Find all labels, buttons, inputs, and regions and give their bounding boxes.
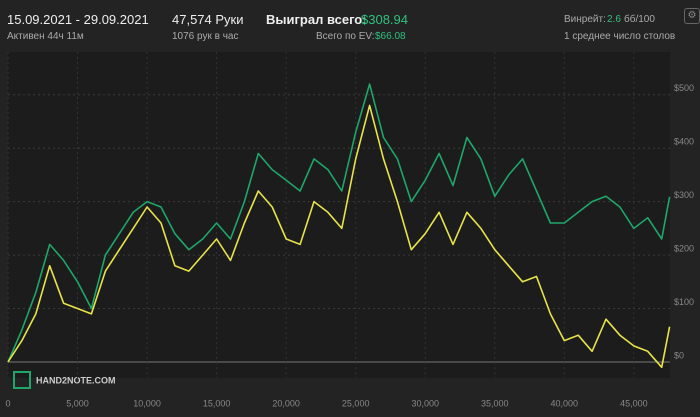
x-tick-label: 0 <box>5 398 10 408</box>
x-tick-label: 5,000 <box>66 398 89 408</box>
x-tick-label: 25,000 <box>342 398 370 408</box>
x-tick-label: 40,000 <box>551 398 579 408</box>
ev-label: Всего по EV: <box>316 31 375 42</box>
won-label: Выиграл всего: <box>266 12 367 27</box>
x-tick-label: 15,000 <box>203 398 231 408</box>
y-tick-label: $0 <box>674 350 684 360</box>
plot-area <box>8 52 670 378</box>
logo-icon <box>13 371 31 389</box>
ev-value: $66.08 <box>375 31 406 42</box>
active: Активен 44ч 11м <box>7 31 84 42</box>
x-tick-label: 20,000 <box>272 398 300 408</box>
y-tick-label: $300 <box>674 190 694 200</box>
x-tick-label: 30,000 <box>411 398 439 408</box>
y-tick-label: $500 <box>674 83 694 93</box>
logo: HAND2NOTE.COM <box>13 371 116 389</box>
series-line <box>7 83 671 363</box>
winrate-unit: бб/100 <box>624 14 655 25</box>
y-tick-label: $400 <box>674 137 694 147</box>
y-tick-label: $200 <box>674 243 694 253</box>
series-line <box>7 104 671 369</box>
x-tick-label: 35,000 <box>481 398 509 408</box>
logo-text: HAND2NOTE.COM <box>36 375 116 385</box>
winrate-value: 2.6 <box>607 14 621 25</box>
dates: 15.09.2021 - 29.09.2021 <box>7 12 149 27</box>
hands-per-hour: 1076 рук в час <box>172 31 239 42</box>
hands: 47,574 Руки <box>172 12 244 27</box>
chart: HAND2NOTE.COM $0 $100 $200 $300 $400 $500 0 5,0… <box>5 52 694 408</box>
won-value: $308.94 <box>361 12 408 27</box>
y-tick-label: $100 <box>674 297 694 307</box>
x-tick-label: 10,000 <box>133 398 161 408</box>
header: 15.09.2021 - 29.09.2021 47,574 Руки Выиг… <box>0 0 700 46</box>
winrate-label: Винрейт: <box>564 14 606 25</box>
x-tick-label: 45,000 <box>620 398 648 408</box>
settings-icon[interactable]: ⚙ <box>684 8 700 24</box>
tables: 1 среднее число столов <box>564 31 676 42</box>
